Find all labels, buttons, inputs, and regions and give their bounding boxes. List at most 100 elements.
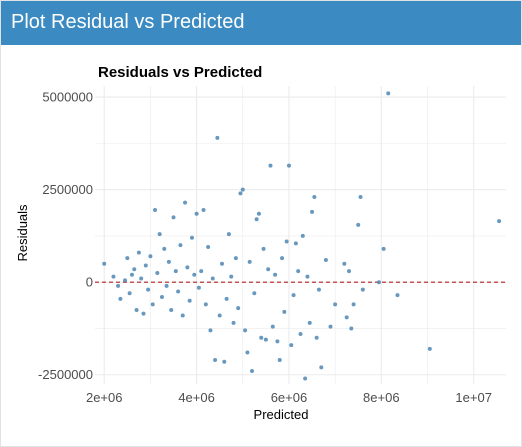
data-point <box>307 320 312 325</box>
x-tick-label: 6e+06 <box>271 390 308 405</box>
data-point <box>293 241 298 246</box>
data-point <box>328 324 333 329</box>
y-axis-label: Residuals <box>15 204 30 262</box>
data-point <box>289 343 294 348</box>
data-point <box>199 269 204 274</box>
data-point <box>381 246 386 251</box>
data-point <box>286 163 291 168</box>
data-point <box>203 302 208 307</box>
data-point <box>303 376 308 381</box>
data-point <box>189 235 194 240</box>
x-axis-label: Predicted <box>254 407 309 422</box>
data-point <box>273 272 278 277</box>
data-point <box>166 259 171 264</box>
data-point <box>261 246 266 251</box>
x-tick-label: 1e+07 <box>455 390 492 405</box>
data-point <box>178 243 183 248</box>
data-point <box>219 261 224 266</box>
data-point <box>183 200 188 205</box>
data-point <box>123 278 128 283</box>
data-point <box>360 287 365 292</box>
data-point <box>155 270 160 275</box>
data-point <box>280 256 285 261</box>
data-point <box>356 222 361 227</box>
panel-header: Plot Residual vs Predicted <box>1 1 521 45</box>
data-point <box>194 211 199 216</box>
data-point <box>150 302 155 307</box>
data-point <box>323 257 328 262</box>
data-point <box>226 232 231 237</box>
data-point <box>222 359 227 364</box>
data-point <box>351 302 356 307</box>
data-point <box>127 291 132 296</box>
data-point <box>349 326 354 331</box>
data-point <box>143 263 148 268</box>
data-point <box>206 245 211 250</box>
data-point <box>266 267 271 272</box>
data-point <box>118 296 123 301</box>
data-point <box>169 307 174 312</box>
data-point <box>210 276 215 281</box>
data-point <box>427 346 432 351</box>
data-point <box>256 211 261 216</box>
x-tick-label: 2e+06 <box>86 390 123 405</box>
data-point <box>192 272 197 277</box>
data-point <box>252 291 257 296</box>
panel-title: Plot Residual vs Predicted <box>11 11 245 33</box>
data-point <box>275 339 280 344</box>
data-point <box>247 259 252 264</box>
data-point <box>282 309 287 314</box>
data-point <box>208 328 213 333</box>
data-point <box>386 91 391 96</box>
x-tick-label: 8e+06 <box>363 390 400 405</box>
data-point <box>254 217 259 222</box>
x-tick-label: 4e+06 <box>178 390 215 405</box>
data-point <box>314 335 319 340</box>
data-point <box>310 209 315 214</box>
data-point <box>342 261 347 266</box>
data-point <box>134 307 139 312</box>
data-point <box>116 283 121 288</box>
data-point <box>346 269 351 274</box>
data-point <box>284 239 289 244</box>
x-axis-ticks: 2e+06 4e+06 6e+06 8e+06 1e+07 <box>86 390 492 405</box>
data-point <box>139 276 144 281</box>
data-point <box>215 135 220 140</box>
data-point <box>296 269 301 274</box>
data-point <box>213 357 218 362</box>
data-point <box>263 337 268 342</box>
y-axis-ticks: -2500000 0 2500000 5000000 <box>38 90 93 383</box>
data-points <box>102 91 502 381</box>
data-point <box>187 298 192 303</box>
data-point <box>298 332 303 337</box>
data-point <box>185 265 190 270</box>
data-point <box>111 274 116 279</box>
y-tick-label: 0 <box>86 275 93 290</box>
data-point <box>180 313 185 318</box>
data-point <box>157 232 162 237</box>
data-point <box>238 191 243 196</box>
data-point <box>136 250 141 255</box>
data-point <box>240 187 245 192</box>
data-point <box>377 280 382 285</box>
y-tick-label: 2500000 <box>42 182 93 197</box>
data-point <box>129 272 134 277</box>
chart-title: Residuals vs Predicted <box>98 64 262 81</box>
data-point <box>236 306 241 311</box>
data-point <box>233 256 238 261</box>
data-point <box>229 274 234 279</box>
data-point <box>164 283 169 288</box>
data-point <box>316 287 321 292</box>
data-point <box>196 285 201 290</box>
data-point <box>159 295 164 300</box>
data-point <box>176 289 181 294</box>
data-point <box>333 302 338 307</box>
data-point <box>231 320 236 325</box>
data-point <box>497 219 502 224</box>
data-point <box>125 256 130 261</box>
data-point <box>344 315 349 320</box>
data-point <box>171 215 176 220</box>
data-point <box>300 233 305 238</box>
data-point <box>259 335 264 340</box>
data-point <box>358 195 363 200</box>
